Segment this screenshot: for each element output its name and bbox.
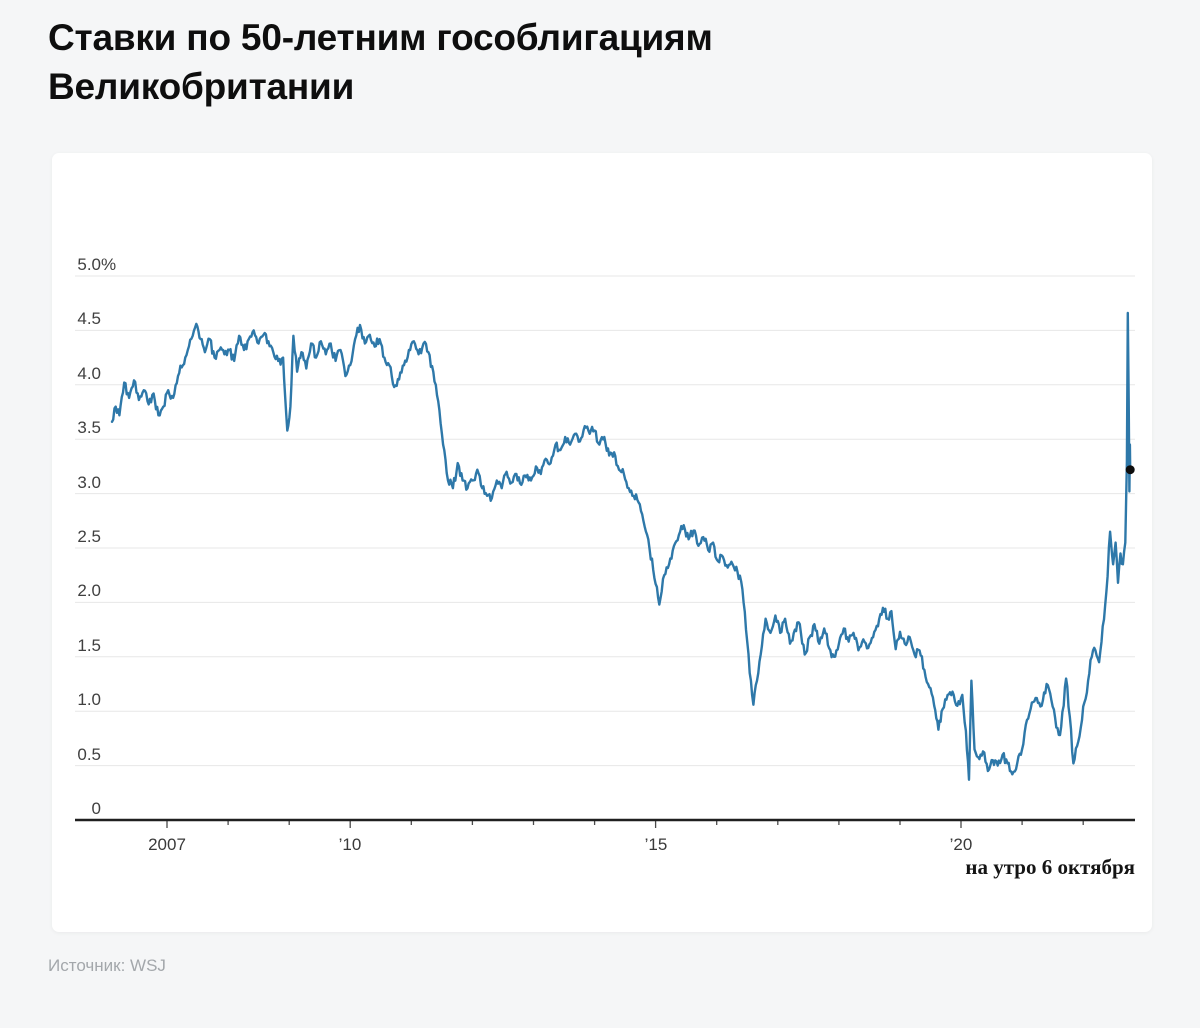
y-axis-label: 3.5 [77,417,101,437]
page-title: Ставки по 50-летним гособлигациям Великоб… [48,14,908,112]
y-axis-label: 1.0 [77,689,101,709]
y-axis-label: 2.0 [77,580,101,600]
x-axis-label: ’20 [949,834,973,854]
y-axis-label: 3.0 [77,472,101,492]
y-axis-label: 5.0% [77,254,117,274]
y-axis-label: 0 [91,798,101,818]
chart-canvas [75,275,1135,828]
x-axis-label: ’15 [644,834,668,854]
x-axis-label: 2007 [148,834,186,854]
y-axis-label: 1.5 [77,635,101,655]
page: Ставки по 50-летним гособлигациям Великоб… [0,14,1200,976]
latest-value-dot [1125,464,1135,474]
line-chart: 5.0% 4.5 4.0 3.5 3.0 2.5 2.0 1.5 1.0 0.5 0 2007 ’10 ’… [52,153,1152,932]
y-axis-label: 4.0 [77,363,101,383]
page-title-line2: Великобритании [48,65,355,107]
y-axis-label: 4.5 [77,308,101,328]
y-axis-label: 2.5 [77,526,101,546]
chart-annotation: на утро 6 октября [965,854,1135,879]
yield-line-series [110,311,1132,781]
source-label: Источник: WSJ [48,955,166,975]
y-axis-label: 0.5 [77,744,101,764]
chart-card: 5.0% 4.5 4.0 3.5 3.0 2.5 2.0 1.5 1.0 0.5 0 2007 ’10 ’… [52,152,1152,932]
page-title-line1: Ставки по 50-летним гособлигациям [48,17,713,58]
x-axis-label: ’10 [338,834,362,854]
